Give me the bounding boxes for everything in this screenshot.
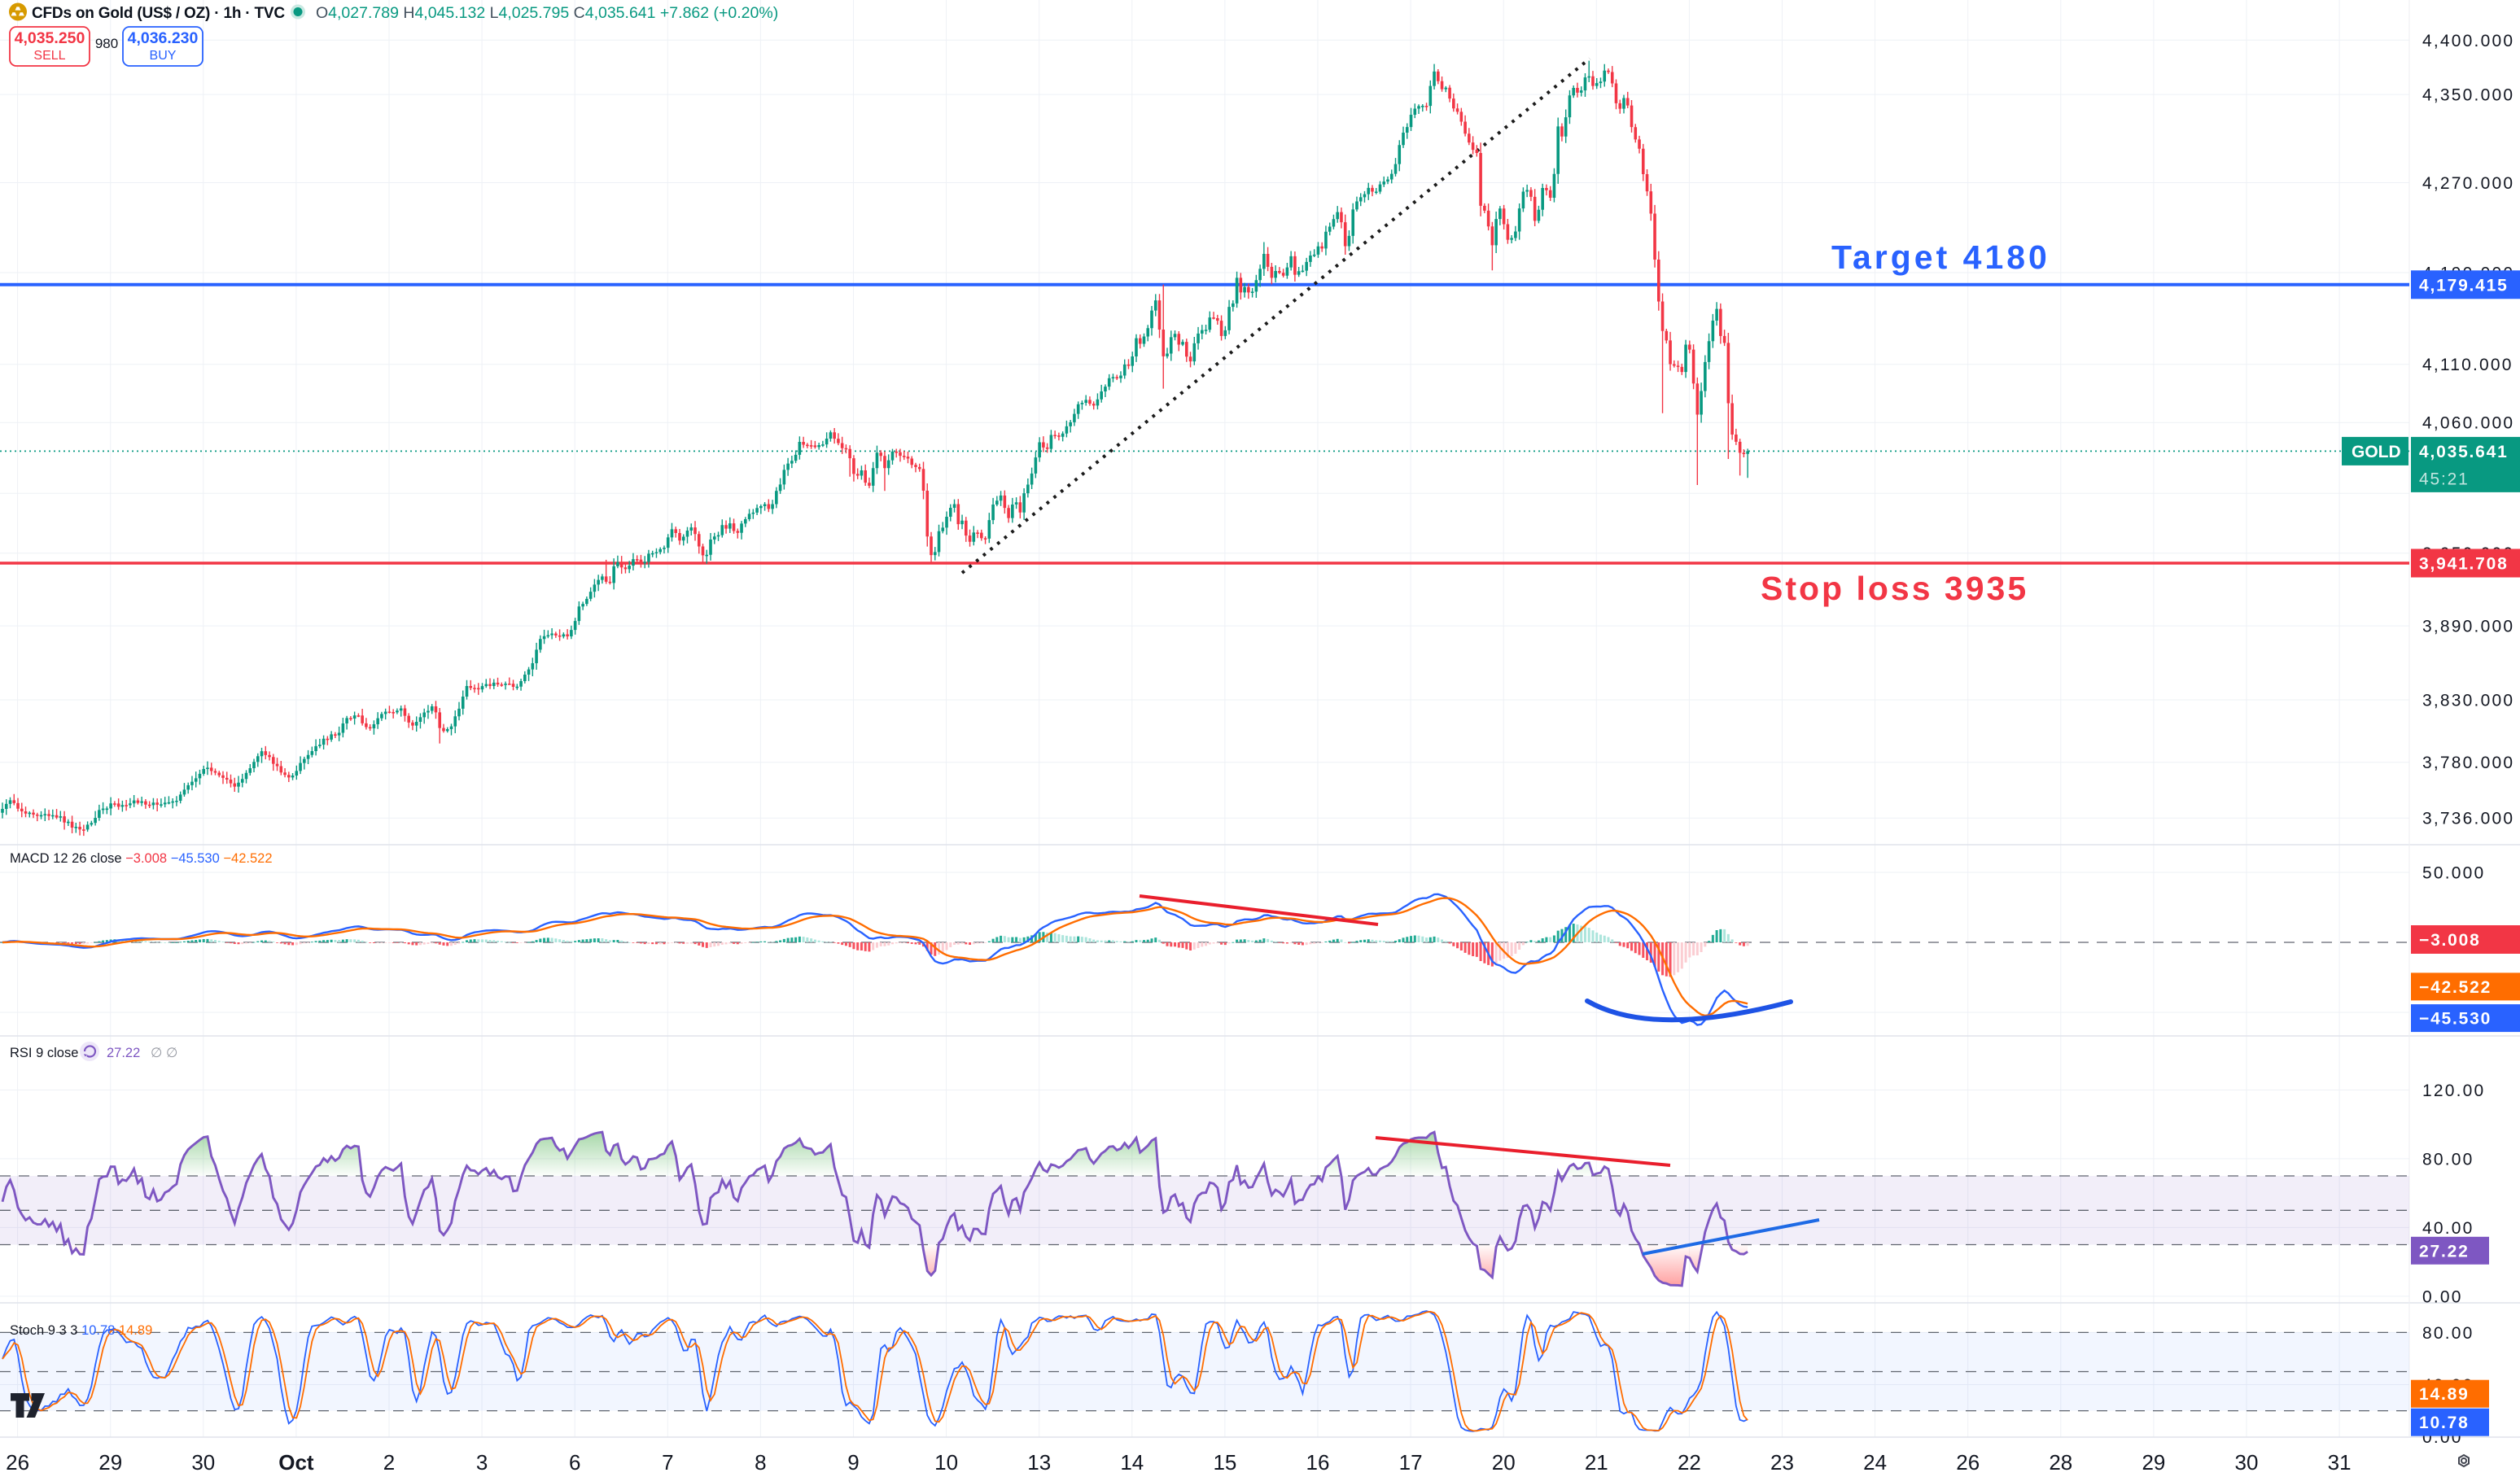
svg-text:22: 22: [1678, 1450, 1701, 1475]
svg-text:26: 26: [1956, 1450, 1980, 1475]
svg-text:13: 13: [1027, 1450, 1051, 1475]
svg-text:29: 29: [98, 1450, 122, 1475]
svg-text:24: 24: [1863, 1450, 1887, 1475]
svg-text:40.00: 40.00: [2422, 1219, 2474, 1238]
svg-text:6: 6: [569, 1450, 580, 1475]
svg-text:80.00: 80.00: [2422, 1150, 2474, 1169]
svg-text:9: 9: [847, 1450, 859, 1475]
svg-text:RSI 9 close: RSI 9 close: [10, 1046, 78, 1060]
svg-text:10: 10: [934, 1450, 958, 1475]
svg-text:30: 30: [2235, 1450, 2259, 1475]
svg-text:3,830.000: 3,830.000: [2422, 692, 2514, 710]
svg-text:17: 17: [1399, 1450, 1423, 1475]
svg-text:GOLD: GOLD: [2352, 443, 2401, 461]
svg-text:7: 7: [662, 1450, 673, 1475]
svg-text:4,035.250: 4,035.250: [15, 29, 85, 47]
svg-text:Stoch 9 3 3 10.78 14.89: Stoch 9 3 3 10.78 14.89: [10, 1323, 152, 1338]
svg-text:15: 15: [1213, 1450, 1236, 1475]
svg-text:45:21: 45:21: [2419, 470, 2470, 488]
svg-text:50.000: 50.000: [2422, 864, 2485, 883]
svg-text:26: 26: [6, 1450, 29, 1475]
svg-text:2: 2: [383, 1450, 395, 1475]
svg-text:O4,027.789 H4,045.132 L4,025.7: O4,027.789 H4,045.132 L4,025.795 C4,035.…: [316, 4, 778, 22]
svg-text:29: 29: [2142, 1450, 2165, 1475]
svg-text:80.00: 80.00: [2422, 1324, 2474, 1343]
svg-text:20: 20: [1492, 1450, 1516, 1475]
svg-text:14: 14: [1120, 1450, 1144, 1475]
svg-text:4,400.000: 4,400.000: [2422, 32, 2514, 50]
svg-text:4,270.000: 4,270.000: [2422, 174, 2514, 193]
svg-text:CFDs on Gold (US$ / OZ) · 1h ·: CFDs on Gold (US$ / OZ) · 1h · TVC: [32, 5, 285, 22]
svg-text:4,036.230: 4,036.230: [128, 29, 199, 47]
svg-text:Oct: Oct: [278, 1450, 314, 1475]
svg-text:3,736.000: 3,736.000: [2422, 810, 2514, 828]
svg-text:4,350.000: 4,350.000: [2422, 86, 2514, 105]
svg-text:21: 21: [1585, 1450, 1608, 1475]
svg-text:10.78: 10.78: [2419, 1414, 2470, 1432]
svg-text:23: 23: [1770, 1450, 1794, 1475]
svg-text:Target 4180: Target 4180: [1831, 238, 2050, 276]
svg-text:4,060.000: 4,060.000: [2422, 414, 2514, 433]
svg-text:MACD 12 26 close −3.008 −45.53: MACD 12 26 close −3.008 −45.530 −42.522: [10, 851, 273, 866]
svg-text:BUY: BUY: [150, 49, 177, 63]
svg-text:30: 30: [191, 1450, 215, 1475]
svg-text:SELL: SELL: [33, 49, 65, 63]
svg-text:120.00: 120.00: [2422, 1082, 2485, 1100]
svg-text:16: 16: [1306, 1450, 1330, 1475]
svg-text:3,780.000: 3,780.000: [2422, 754, 2514, 772]
svg-text:4,035.641: 4,035.641: [2419, 443, 2509, 461]
svg-text:28: 28: [2049, 1450, 2072, 1475]
svg-text:∅ ∅: ∅ ∅: [151, 1046, 177, 1060]
svg-text:4,179.415: 4,179.415: [2419, 276, 2509, 295]
svg-text:3,890.000: 3,890.000: [2422, 618, 2514, 636]
svg-text:4,110.000: 4,110.000: [2422, 356, 2513, 374]
svg-text:3,941.708: 3,941.708: [2419, 555, 2509, 574]
svg-text:8: 8: [755, 1450, 766, 1475]
svg-text:Stop loss 3935: Stop loss 3935: [1761, 570, 2028, 607]
svg-text:0.00: 0.00: [2422, 1287, 2463, 1306]
svg-text:14.89: 14.89: [2419, 1385, 2470, 1404]
svg-text:3: 3: [476, 1450, 488, 1475]
svg-text:−45.530: −45.530: [2419, 1010, 2492, 1029]
svg-text:27.22: 27.22: [107, 1046, 140, 1060]
svg-text:−3.008: −3.008: [2419, 931, 2481, 950]
svg-text:31: 31: [2328, 1450, 2352, 1475]
svg-text:980: 980: [95, 36, 118, 51]
svg-text:27.22: 27.22: [2419, 1242, 2470, 1261]
svg-text:−42.522: −42.522: [2419, 978, 2492, 997]
